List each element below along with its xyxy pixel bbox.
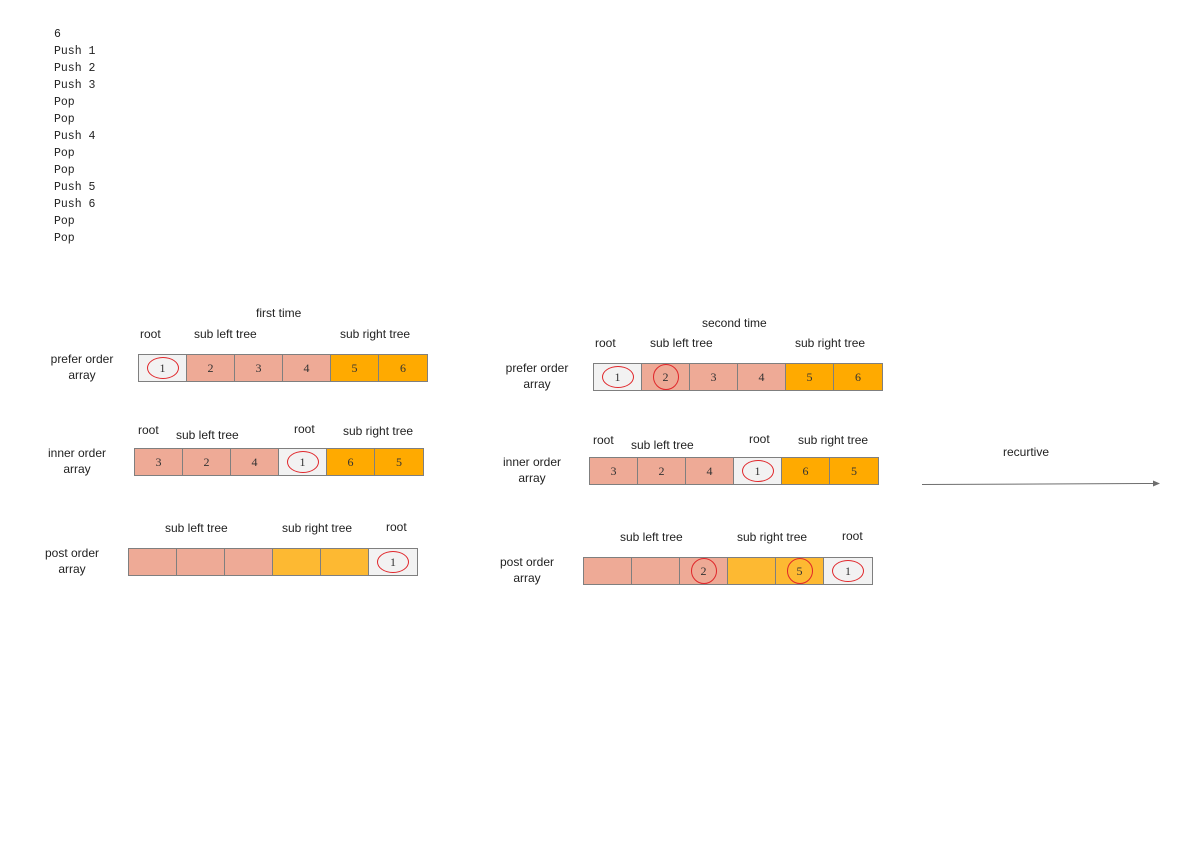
- arrow-label: recurtive: [1003, 445, 1050, 459]
- left-subtree-cell: [177, 549, 225, 575]
- prefer-root-header: root: [595, 336, 616, 350]
- inner-left-header: sub left tree: [631, 438, 694, 452]
- input-lines: 6 Push 1 Push 2 Push 3 Pop Pop Push 4 Pop Pop Pus…: [54, 26, 95, 247]
- input-line: Pop: [54, 147, 75, 160]
- left-subtree-cell: 2: [638, 458, 686, 484]
- root-cell: 1: [594, 364, 642, 390]
- prefer-root-header: root: [140, 327, 161, 341]
- post-row-label: post order array: [499, 555, 555, 585]
- left-subtree-cell: [129, 549, 177, 575]
- left-subtree-cell: 3: [590, 458, 638, 484]
- input-line: Push 5: [54, 181, 96, 194]
- right-subtree-cell: 6: [834, 364, 882, 390]
- inner-root-header: root: [138, 423, 159, 437]
- inner-root-mid-header: root: [294, 422, 315, 436]
- right-subtree-cell: 6: [379, 355, 427, 381]
- input-line: Pop: [54, 164, 75, 177]
- input-line: Push 3: [54, 79, 96, 92]
- left-subtree-cell: 4: [686, 458, 734, 484]
- inner-right-header: sub right tree: [798, 433, 869, 447]
- prefer-right-header: sub right tree: [340, 327, 411, 341]
- root-cell: 1: [734, 458, 782, 484]
- post-left-header: sub left tree: [620, 530, 683, 544]
- prefer-row-label: prefer order array: [505, 361, 569, 391]
- left-subtree-cell: [584, 558, 632, 584]
- recursion-arrow: [922, 480, 1160, 487]
- input-line: Pop: [54, 215, 75, 228]
- right-subtree-cell: [728, 558, 776, 584]
- input-line: Push 2: [54, 62, 96, 75]
- left-subtree-cell: 2: [642, 364, 690, 390]
- prefer-left-header: sub left tree: [194, 327, 257, 341]
- panel-title: second time: [702, 316, 767, 330]
- input-line: Pop: [54, 232, 75, 245]
- prefer-left-header: sub left tree: [650, 336, 713, 350]
- left-subtree-cell: 2: [187, 355, 235, 381]
- inner-root-header: root: [593, 433, 614, 447]
- inner-right-header: sub right tree: [343, 424, 414, 438]
- input-line: 6: [54, 28, 61, 41]
- panel-title: first time: [256, 306, 302, 320]
- prefer-row-label: prefer order array: [50, 352, 114, 382]
- root-cell: 1: [139, 355, 187, 381]
- post-right-header: sub right tree: [282, 521, 353, 535]
- post-root-header: root: [386, 520, 407, 534]
- inner-left-header: sub left tree: [176, 428, 239, 442]
- right-subtree-cell: [321, 549, 369, 575]
- post-right-header: sub right tree: [737, 530, 808, 544]
- post-root-header: root: [842, 529, 863, 543]
- post-left-header: sub left tree: [165, 521, 228, 535]
- input-line: Pop: [54, 113, 75, 126]
- input-line: Pop: [54, 96, 75, 109]
- right-subtree-cell: 5: [375, 449, 423, 475]
- right-subtree-cell: 5: [331, 355, 379, 381]
- left-subtree-cell: 3: [235, 355, 283, 381]
- left-subtree-cell: 4: [231, 449, 279, 475]
- input-line: Push 1: [54, 45, 96, 58]
- input-line: Push 4: [54, 130, 96, 143]
- left-subtree-cell: 4: [283, 355, 331, 381]
- prefer-right-header: sub right tree: [795, 336, 866, 350]
- left-subtree-cell: [632, 558, 680, 584]
- root-cell: 1: [824, 558, 872, 584]
- right-subtree-cell: [273, 549, 321, 575]
- right-subtree-cell: 5: [776, 558, 824, 584]
- left-subtree-cell: 4: [738, 364, 786, 390]
- left-subtree-cell: 3: [135, 449, 183, 475]
- right-subtree-cell: 5: [786, 364, 834, 390]
- inner-root-mid-header: root: [749, 432, 770, 446]
- inner-row-label: inner order array: [502, 455, 562, 485]
- right-subtree-cell: 5: [830, 458, 878, 484]
- right-subtree-cell: 6: [782, 458, 830, 484]
- left-subtree-cell: 2: [183, 449, 231, 475]
- input-line: Push 6: [54, 198, 96, 211]
- left-subtree-cell: 2: [680, 558, 728, 584]
- inner-row-label: inner order array: [47, 446, 107, 476]
- post-order-array: 1: [128, 548, 418, 576]
- right-subtree-cell: 6: [327, 449, 375, 475]
- left-subtree-cell: [225, 549, 273, 575]
- root-cell: 1: [279, 449, 327, 475]
- left-subtree-cell: 3: [690, 364, 738, 390]
- post-row-label: post order array: [44, 546, 100, 576]
- root-cell: 1: [369, 549, 417, 575]
